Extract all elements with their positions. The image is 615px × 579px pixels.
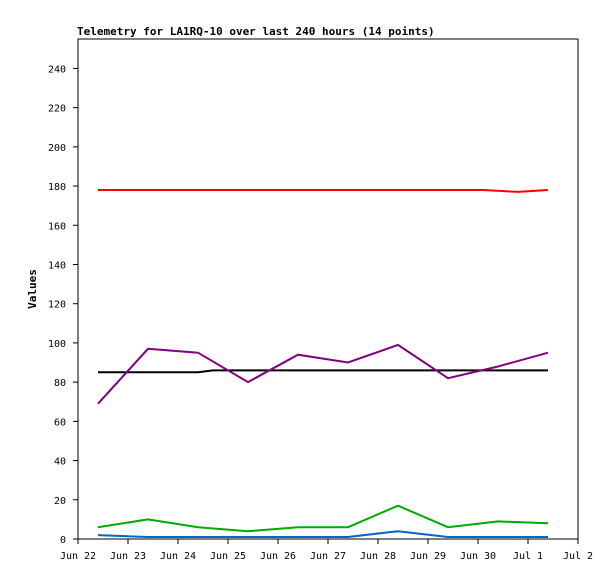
x-tick-label: Jun 22: [60, 551, 96, 562]
plot-frame: [77, 38, 579, 540]
series-line-5: [97, 530, 548, 538]
y-tick-label: 220: [48, 104, 66, 115]
y-tick-label: 0: [60, 535, 66, 546]
series-line-1: [98, 189, 549, 193]
x-tick-label: Jun 25: [210, 551, 246, 562]
x-tick-label: Jun 29: [410, 551, 446, 562]
y-tick-label: 120: [48, 300, 66, 311]
series-line-3: [97, 343, 549, 405]
series-line-2: [98, 369, 548, 374]
y-tick-label: 60: [54, 417, 66, 428]
chart-title: Telemetry for LA1RQ-10 over last 240 hou…: [77, 25, 435, 38]
y-tick-label: 240: [48, 64, 66, 75]
x-tick-label: Jun 28: [360, 551, 396, 562]
y-tick-label: 80: [54, 378, 66, 389]
x-tick-label: Jun 24: [160, 551, 196, 562]
y-axis: 0 20 40 60 80 100 120 140 160 180 200 220 240: [48, 64, 78, 546]
x-tick-label: Jun 30: [460, 551, 496, 562]
y-tick-label: 160: [48, 221, 66, 232]
y-tick-label: 100: [48, 339, 66, 350]
y-tick-label: 40: [54, 457, 66, 468]
y-tick-label: 180: [48, 182, 66, 193]
x-axis: Jun 22 Jun 23 Jun 24 Jun 25 Jun 26 Jun 27 Jun …: [60, 539, 593, 562]
y-tick-label: 140: [48, 260, 66, 271]
y-axis-label: Values: [26, 269, 39, 309]
x-tick-label: Jun 26: [260, 551, 296, 562]
x-tick-label: Jul 1: [513, 551, 543, 562]
x-tick-label: Jun 27: [310, 551, 346, 562]
x-tick-label: Jun 23: [110, 551, 146, 562]
y-tick-label: 20: [54, 496, 66, 507]
y-tick-label: 200: [48, 143, 66, 154]
x-tick-label: Jul 2: [563, 551, 593, 562]
series-layer: [97, 189, 549, 538]
series-line-4: [97, 504, 549, 533]
